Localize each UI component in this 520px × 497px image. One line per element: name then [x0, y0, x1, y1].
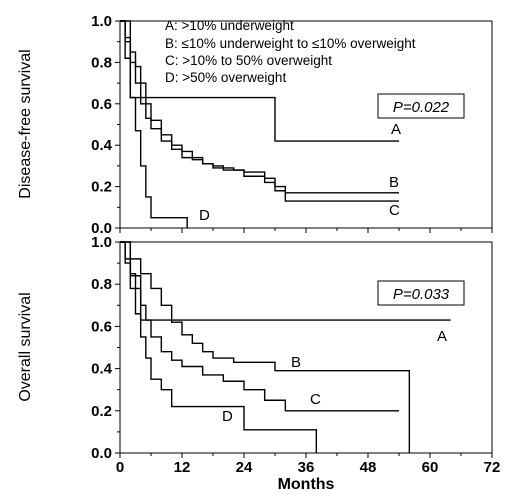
y-tick-label: 0.0 — [91, 220, 112, 237]
legend-entry-d: D: >50% overweight — [165, 70, 286, 85]
curve-label-c: C — [310, 391, 321, 408]
y-axis-title: Overall survival — [17, 292, 34, 401]
plot-frame — [119, 241, 493, 454]
y-tick-label: 0.6 — [91, 318, 112, 335]
y-tick-label: 0.2 — [91, 403, 112, 420]
curve-labels: A B C D — [222, 328, 447, 425]
curve-label-b: B — [291, 354, 301, 371]
legend-entry-b: B: ≤10% underweight to ≤10% overweight — [165, 36, 416, 51]
y-tick-label: 0.4 — [91, 361, 113, 378]
survival-curve-c — [120, 20, 399, 202]
x-tick-label: 0 — [116, 459, 124, 476]
p-value-text: P=0.022 — [393, 99, 450, 116]
y-tick-label: 0.0 — [91, 445, 112, 462]
y-axis-title: Disease-free survival — [17, 49, 34, 198]
survival-curve-d — [120, 241, 318, 453]
survival-curve-b — [120, 241, 411, 453]
curve-label-d: D — [199, 207, 210, 224]
survival-curve-c — [120, 241, 399, 412]
p-value-text: P=0.033 — [393, 286, 450, 303]
y-tick-label: 0.8 — [91, 276, 112, 293]
survival-curve-d — [120, 20, 188, 228]
legend: A: >10% underweight B: ≤10% underweight … — [165, 18, 416, 85]
p-value-box: P=0.033 — [377, 280, 465, 306]
curve-label-a: A — [437, 328, 447, 345]
curve-label-c: C — [389, 202, 400, 219]
x-axis-title: Months — [278, 476, 335, 493]
x-tick-label: 36 — [298, 459, 315, 476]
legend-entry-c: C: >10% to 50% overweight — [165, 53, 332, 68]
survival-curve-a — [120, 20, 399, 142]
y-tick-label: 1.0 — [91, 234, 112, 251]
curve-label-d: D — [222, 408, 233, 425]
p-value-box: P=0.022 — [377, 93, 465, 119]
x-tick-label: 12 — [174, 459, 191, 476]
y-tick-label: 0.8 — [91, 54, 112, 71]
legend-entry-a: A: >10% underweight — [165, 18, 294, 33]
p-value-frame — [377, 280, 465, 306]
y-tick-label: 1.0 — [91, 13, 112, 30]
curve-labels: A B C D — [199, 121, 401, 224]
x-tick-label: 72 — [484, 459, 501, 476]
y-tick-label: 0.2 — [91, 179, 112, 196]
y-tick-label: 0.4 — [91, 137, 113, 154]
overall-survival-panel: Overall survival Months P=0.033 0.0 0.2 0.… — [17, 234, 500, 493]
disease-free-survival-panel: Disease-free survival A: >10% underweigh… — [17, 13, 493, 237]
curve-label-a: A — [391, 121, 401, 138]
x-tick-label: 48 — [360, 459, 377, 476]
y-tick-label: 0.6 — [91, 96, 112, 113]
p-value-frame — [377, 93, 465, 119]
x-tick-label: 60 — [422, 459, 439, 476]
survival-curve-b — [120, 20, 399, 194]
curve-label-b: B — [389, 174, 399, 191]
x-tick-label: 24 — [236, 459, 253, 476]
